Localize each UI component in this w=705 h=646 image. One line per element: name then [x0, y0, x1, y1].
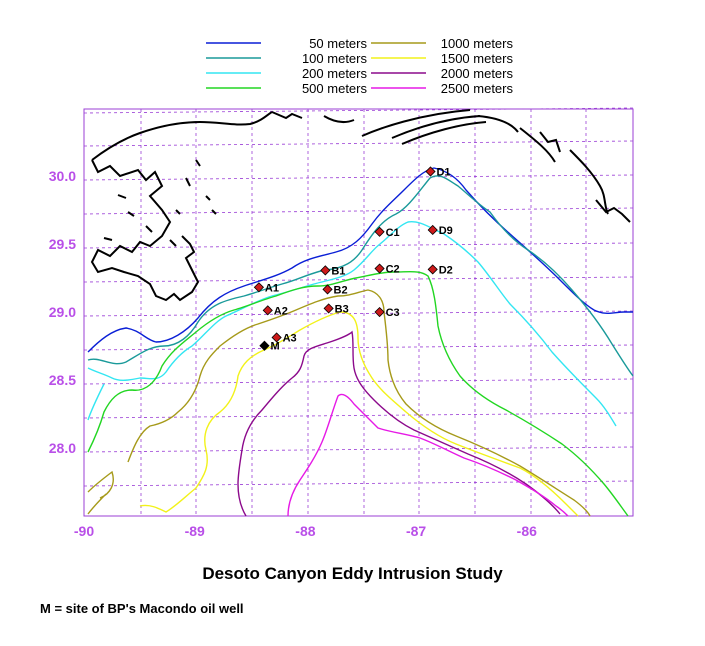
coastline [90, 109, 631, 302]
station-label: A3 [283, 332, 297, 344]
station-marker [253, 282, 264, 293]
longitude-tick-label: -86 [517, 523, 537, 539]
map-title: Desoto Canyon Eddy Intrusion Study [202, 564, 503, 583]
isobath-1000m [87, 289, 591, 517]
longitude-tick-label: -89 [185, 523, 205, 539]
station-label: D9 [439, 225, 453, 237]
legend-label: 500 meters [302, 81, 368, 96]
station-marker [259, 340, 270, 351]
station-marker [374, 263, 385, 274]
latitude-tick-label: 30.0 [49, 168, 76, 184]
legend-label: 50 meters [309, 36, 367, 51]
isobath-1500m [139, 311, 579, 517]
station-marker [322, 284, 333, 295]
latitude-tick-labels: 30.0 29.5 29.0 28.5 28.0 [49, 168, 76, 456]
isobath-50m [87, 167, 633, 353]
longitude-tick-label: -88 [295, 523, 315, 539]
station-marker [262, 305, 273, 316]
latitude-tick-label: 29.0 [49, 304, 76, 320]
legend-label: 2000 meters [441, 66, 514, 81]
legend-label: 1500 meters [441, 51, 514, 66]
station-label: D2 [439, 264, 453, 276]
longitude-tick-label: -87 [406, 523, 426, 539]
legend-label: 2500 meters [441, 81, 514, 96]
station-label: D1 [436, 167, 450, 179]
station-label: C2 [386, 264, 400, 276]
latitude-tick-label: 29.5 [49, 236, 76, 252]
map-frame [83, 107, 634, 517]
station-marker [374, 306, 385, 318]
latitude-tick-label: 28.5 [49, 372, 76, 388]
station-marker [271, 332, 282, 343]
station-marker [374, 226, 385, 237]
station-markers: D1 C1 D9 B1 C2 D2 A1 B2 A2 B3 C3 A3 M [253, 166, 453, 353]
isobath-100m [87, 175, 634, 377]
station-label: A2 [274, 305, 288, 317]
station-marker [323, 303, 334, 314]
station-label: B3 [335, 303, 349, 315]
station-marker [425, 166, 436, 177]
station-label: B2 [334, 284, 348, 296]
station-marker [427, 264, 438, 275]
isobath-2500m [287, 393, 569, 517]
legend-label: 100 meters [302, 51, 368, 66]
station-label: M [270, 341, 279, 353]
station-label: C3 [386, 307, 400, 319]
station-marker [427, 224, 438, 236]
isobath-2000m [237, 330, 561, 517]
station-label: C1 [386, 227, 400, 239]
legend-label: 200 meters [302, 66, 368, 81]
longitude-tick-labels: -90 -89 -88 -87 -86 [74, 523, 537, 539]
latitude-tick-label: 28.0 [49, 440, 76, 456]
legend-label: 1000 meters [441, 36, 514, 51]
isobath-500m [87, 270, 629, 517]
isobath-200m [87, 220, 617, 427]
longitude-tick-label: -90 [74, 523, 94, 539]
station-label: A1 [265, 282, 279, 294]
map-note: M = site of BP's Macondo oil well [40, 601, 244, 616]
station-label: B1 [331, 265, 345, 277]
station-marker [320, 265, 331, 276]
